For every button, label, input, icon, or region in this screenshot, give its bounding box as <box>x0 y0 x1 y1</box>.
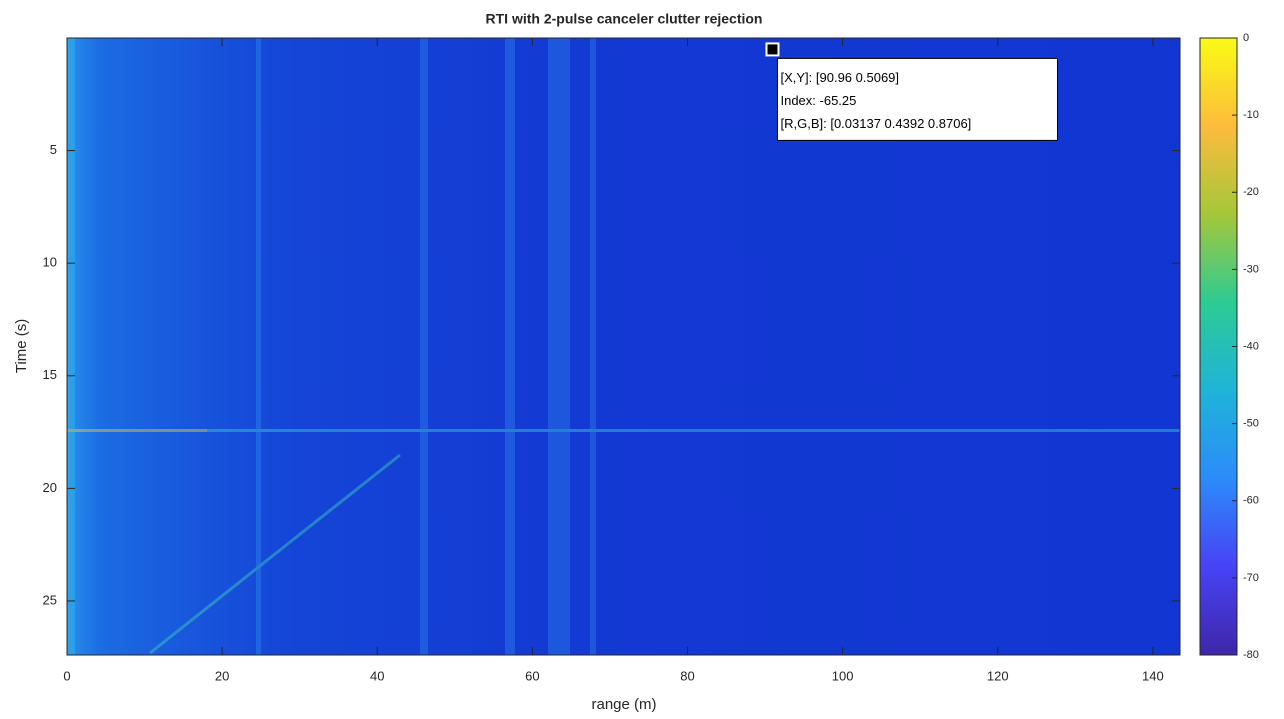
x-tick-label: 120 <box>987 668 1009 683</box>
x-tick-label: 100 <box>832 668 854 683</box>
datatip-marker <box>765 42 780 57</box>
x-tick-label: 80 <box>680 668 694 683</box>
colorbar-tick-label: -50 <box>1243 418 1259 430</box>
colorbar-tick-label: -20 <box>1243 186 1259 198</box>
x-tick-label: 20 <box>215 668 229 683</box>
colorbar-tick-label: -10 <box>1243 109 1259 121</box>
heatmap-stripes <box>67 38 1180 655</box>
x-axis-label: range (m) <box>591 696 656 713</box>
colorbar <box>1199 37 1238 656</box>
colorbar-tick-label: 0 <box>1243 32 1249 44</box>
y-axis-label: Time (s) <box>13 319 30 373</box>
colorbar-tick-label: -80 <box>1243 649 1259 661</box>
colorbar-tick-label: -70 <box>1243 572 1259 584</box>
y-tick-label: 25 <box>43 592 57 607</box>
y-tick-label: 15 <box>43 367 57 382</box>
datatip-box <box>776 57 1058 141</box>
x-tick-label: 40 <box>370 668 384 683</box>
y-tick-label: 20 <box>43 480 57 495</box>
colorbar-tick-label: -60 <box>1243 495 1259 507</box>
datatip-line: Index: -65.25 <box>780 93 856 108</box>
x-tick-label: 60 <box>525 668 539 683</box>
datatip-line: [R,G,B]: [0.03137 0.4392 0.8706] <box>780 116 971 131</box>
chart-title: RTI with 2-pulse canceler clutter reject… <box>486 11 763 27</box>
y-tick-label: 10 <box>43 255 57 270</box>
colorbar-tick-label: -40 <box>1243 340 1259 352</box>
x-tick-label: 140 <box>1142 668 1164 683</box>
datatip-line: [X,Y]: [90.96 0.5069] <box>780 70 899 85</box>
axes-box <box>66 37 1181 656</box>
y-tick-label: 5 <box>50 142 57 157</box>
colorbar-tick-label: -30 <box>1243 263 1259 275</box>
x-tick-label: 0 <box>63 668 70 683</box>
